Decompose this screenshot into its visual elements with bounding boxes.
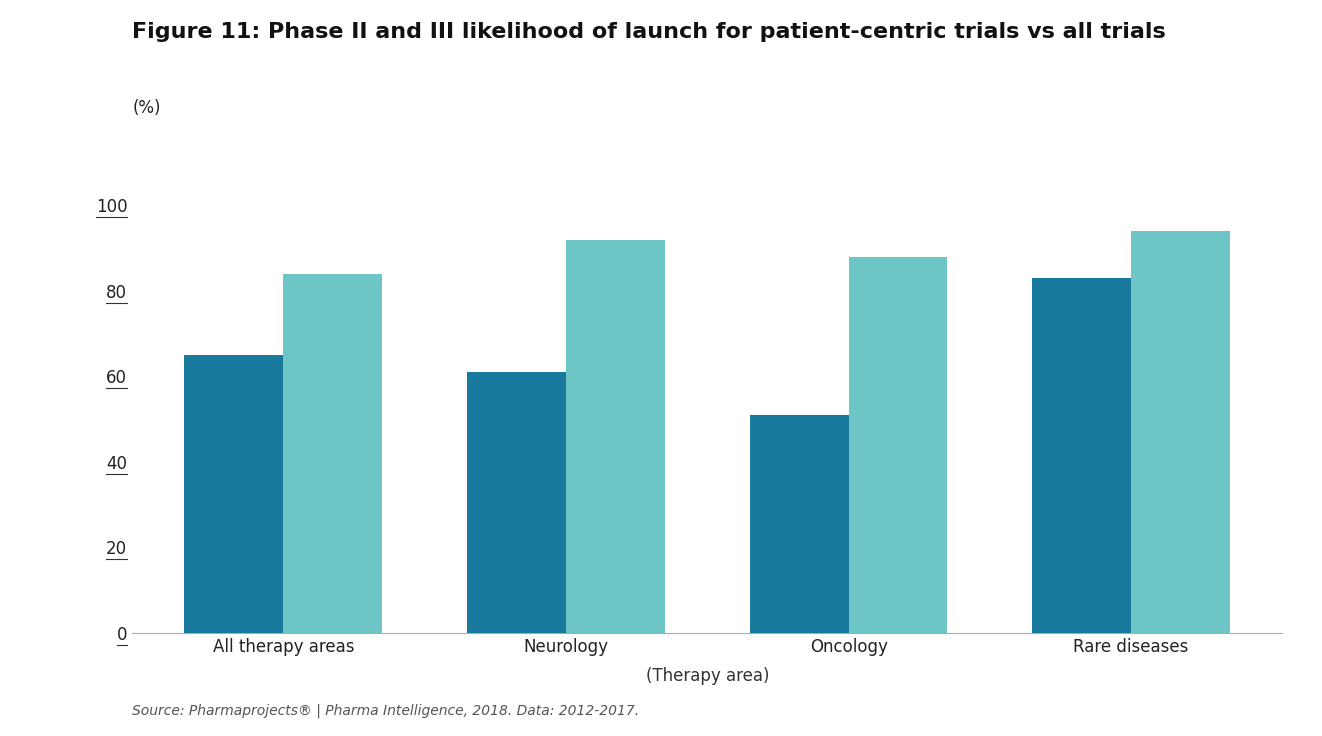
X-axis label: (Therapy area): (Therapy area) [645, 667, 769, 685]
Bar [849, 257, 948, 633]
Text: Source: Pharmaprojects® | Pharma Intelligence, 2018. Data: 2012-2017.: Source: Pharmaprojects® | Pharma Intelli… [132, 703, 640, 718]
Bar [566, 240, 665, 633]
Bar [185, 355, 283, 633]
Bar [1032, 278, 1132, 633]
Bar [750, 415, 849, 633]
Bar [283, 274, 382, 633]
Text: Figure 11: Phase II and III likelihood of launch for patient-centric trials vs a: Figure 11: Phase II and III likelihood o… [132, 22, 1166, 42]
Text: (%): (%) [132, 99, 161, 117]
Bar [1132, 231, 1229, 633]
Bar [467, 372, 566, 633]
